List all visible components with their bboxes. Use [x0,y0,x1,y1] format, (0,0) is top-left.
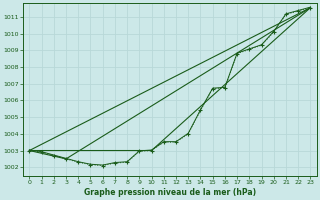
X-axis label: Graphe pression niveau de la mer (hPa): Graphe pression niveau de la mer (hPa) [84,188,256,197]
